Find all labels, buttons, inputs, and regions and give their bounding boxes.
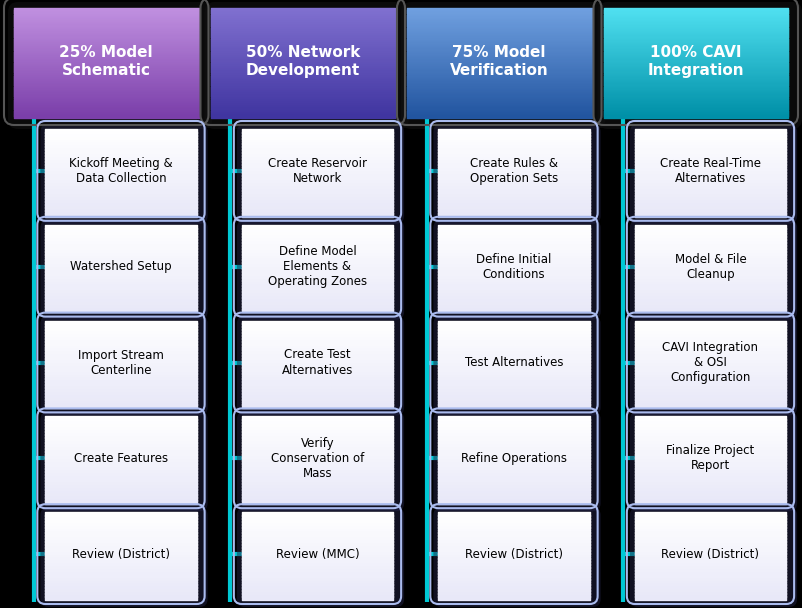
FancyBboxPatch shape — [401, 2, 606, 129]
Text: Refine Operations: Refine Operations — [461, 452, 567, 465]
Text: Test Alternatives: Test Alternatives — [464, 356, 563, 369]
Text: Import Stream
Centerline: Import Stream Centerline — [78, 348, 164, 376]
FancyBboxPatch shape — [237, 412, 404, 511]
Text: Define Initial
Conditions: Define Initial Conditions — [476, 253, 552, 281]
FancyBboxPatch shape — [237, 316, 404, 415]
Text: Review (District): Review (District) — [72, 548, 170, 561]
FancyBboxPatch shape — [237, 220, 404, 320]
FancyBboxPatch shape — [40, 316, 208, 415]
FancyBboxPatch shape — [433, 507, 601, 607]
Text: Watershed Setup: Watershed Setup — [71, 260, 172, 273]
Text: Create Features: Create Features — [74, 452, 168, 465]
FancyBboxPatch shape — [205, 2, 409, 129]
FancyBboxPatch shape — [40, 507, 208, 607]
Text: Review (District): Review (District) — [662, 548, 759, 561]
Text: Create Reservoir
Network: Create Reservoir Network — [268, 157, 367, 185]
Text: 50% Network
Development: 50% Network Development — [245, 46, 360, 78]
FancyBboxPatch shape — [630, 412, 797, 511]
FancyBboxPatch shape — [630, 316, 797, 415]
Text: Kickoff Meeting &
Data Collection: Kickoff Meeting & Data Collection — [69, 157, 172, 185]
Text: Verify
Conservation of
Mass: Verify Conservation of Mass — [271, 437, 364, 480]
Text: CAVI Integration
& OSI
Configuration: CAVI Integration & OSI Configuration — [662, 341, 759, 384]
Text: 25% Model
Schematic: 25% Model Schematic — [59, 46, 153, 78]
FancyBboxPatch shape — [237, 507, 404, 607]
FancyBboxPatch shape — [630, 220, 797, 320]
FancyBboxPatch shape — [630, 507, 797, 607]
Text: Review (MMC): Review (MMC) — [276, 548, 359, 561]
FancyBboxPatch shape — [433, 124, 601, 224]
Text: Model & File
Cleanup: Model & File Cleanup — [674, 253, 747, 281]
FancyBboxPatch shape — [8, 2, 213, 129]
Text: Define Model
Elements &
Operating Zones: Define Model Elements & Operating Zones — [268, 245, 367, 288]
FancyBboxPatch shape — [40, 412, 208, 511]
Text: Create Rules &
Operation Sets: Create Rules & Operation Sets — [470, 157, 558, 185]
Text: 100% CAVI
Integration: 100% CAVI Integration — [647, 46, 744, 78]
Text: Create Test
Alternatives: Create Test Alternatives — [282, 348, 353, 376]
FancyBboxPatch shape — [237, 124, 404, 224]
FancyBboxPatch shape — [433, 220, 601, 320]
FancyBboxPatch shape — [40, 124, 208, 224]
Text: Review (District): Review (District) — [465, 548, 563, 561]
FancyBboxPatch shape — [433, 412, 601, 511]
FancyBboxPatch shape — [597, 2, 802, 129]
FancyBboxPatch shape — [433, 316, 601, 415]
Text: 75% Model
Verification: 75% Model Verification — [450, 46, 549, 78]
Text: Finalize Project
Report: Finalize Project Report — [666, 444, 755, 472]
FancyBboxPatch shape — [40, 220, 208, 320]
Text: Create Real-Time
Alternatives: Create Real-Time Alternatives — [660, 157, 761, 185]
FancyBboxPatch shape — [630, 124, 797, 224]
